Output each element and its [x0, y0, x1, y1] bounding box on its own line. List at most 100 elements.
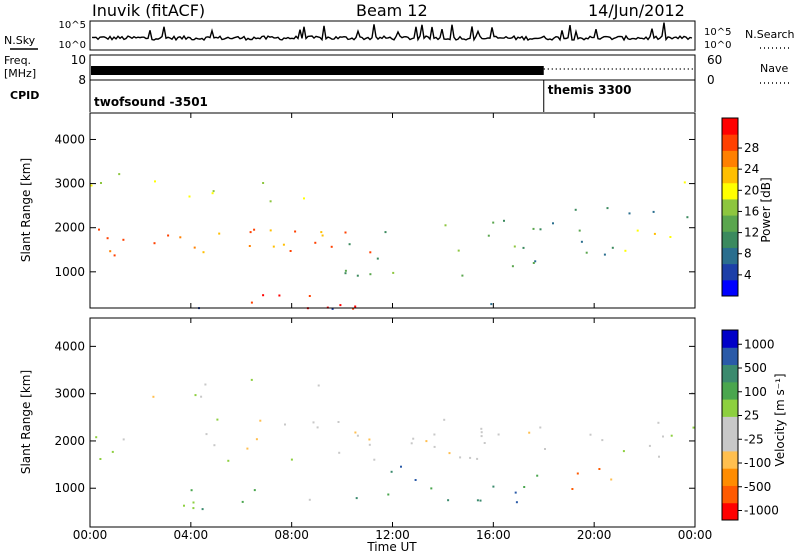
velocity-echo: [515, 501, 518, 504]
velocity-echo: [204, 383, 207, 386]
velocity-echo: [610, 478, 613, 481]
power-echo: [202, 251, 205, 254]
power-echo: [503, 219, 505, 222]
power-echo: [330, 245, 333, 248]
velocity-echo: [368, 438, 371, 441]
station-title: Inuvik (fitACF): [92, 1, 205, 20]
velocity-echo: [253, 489, 256, 492]
power-echo: [339, 304, 342, 307]
nsky-series: [91, 22, 693, 42]
velocity-colorbar-label: Velocity [m s⁻¹]: [773, 373, 787, 466]
velocity-echo: [400, 465, 402, 468]
velocity-echo: [192, 507, 195, 510]
power-echo: [532, 262, 535, 264]
velocity-tick-label-0: 1000: [744, 337, 775, 351]
power-echo: [179, 236, 182, 239]
freq-label-line2: [MHz]: [4, 67, 36, 80]
velocity-echo: [430, 487, 433, 490]
velocity-swatch-9: [722, 347, 738, 366]
velocity-echo: [448, 452, 451, 455]
power-echo: [90, 184, 93, 187]
power-echo: [98, 228, 100, 231]
power-echo: [492, 221, 495, 224]
power-swatch-3: [722, 231, 738, 248]
power-swatch-5: [722, 198, 738, 216]
velocity-colorbar: 1000 500 100 25 -25 -100 -500 -1000: [721, 329, 779, 521]
power-echo: [511, 265, 514, 268]
velocity-swatch-10: [722, 330, 738, 348]
velocity-echo: [528, 431, 531, 434]
nave-bottom-tick: 0: [707, 73, 715, 87]
velocity-echo: [190, 489, 193, 492]
velocity-y-axis: 1000 2000 3000 4000: [54, 339, 695, 495]
velocity-echo: [670, 434, 673, 437]
x-tick-label-0: 00:00: [73, 528, 108, 542]
velocity-echo: [373, 458, 376, 461]
power-frame: [721, 117, 739, 297]
power-echo: [344, 269, 347, 272]
power-echo: [188, 195, 191, 198]
velocity-echo: [536, 474, 539, 477]
x-tick-label-6: 00:00: [678, 528, 713, 542]
x-tick-label-2: 08:00: [274, 528, 309, 542]
power-echo: [354, 305, 357, 308]
power-colorbar-label: Power [dB]: [759, 177, 773, 242]
power-echo: [686, 216, 689, 219]
power-tick-label-4: 20: [744, 183, 759, 197]
power-echo: [106, 237, 109, 240]
velocity-echo: [200, 395, 203, 398]
velocity-echo: [476, 499, 479, 502]
power-echo: [253, 228, 256, 231]
power-echo: [611, 246, 614, 249]
velocity-swatch-6: [722, 399, 738, 417]
nave-label: Nave: [760, 62, 788, 75]
velocity-echo: [201, 508, 204, 511]
velocity-echo: [192, 501, 195, 504]
velocity-echo: [316, 426, 319, 429]
velocity-echo: [576, 472, 579, 475]
nsearch-label: N.Search: [745, 28, 795, 41]
power-echo: [248, 245, 251, 247]
power-echo: [294, 230, 297, 233]
power-echo: [487, 234, 490, 237]
velocity-echo: [194, 394, 197, 397]
power-echo: [392, 271, 395, 274]
velocity-echo: [523, 486, 526, 488]
power-tick-label-2: 12: [744, 226, 759, 240]
power-echo: [218, 232, 221, 235]
velocity-echo: [337, 421, 340, 423]
velocity-echo: [227, 459, 230, 462]
power-tick-label-6: 28: [744, 141, 759, 155]
power-echo: [669, 236, 672, 238]
velocity-swatch-5: [722, 416, 738, 435]
velocity-tick-label-4: -25: [744, 432, 764, 446]
velocity-tick-label-2: 100: [744, 385, 767, 399]
power-echo: [308, 295, 311, 297]
cpid-label: CPID: [10, 89, 39, 102]
power-echo: [522, 246, 525, 249]
nsky-top-tick: 10^5: [59, 20, 86, 31]
velocity-echo: [443, 418, 446, 421]
power-echo: [683, 181, 686, 184]
velocity-echo: [480, 427, 483, 430]
power-swatch-10: [722, 118, 738, 135]
velocity-swatch-1: [722, 485, 738, 504]
velocity-swatch-4: [722, 433, 738, 452]
power-echo: [269, 229, 272, 232]
velocity-echo: [284, 423, 286, 426]
power-panel-frame: [89, 112, 696, 309]
velocity-tick-label-5: -100: [744, 456, 771, 470]
power-echo: [154, 180, 156, 183]
velocity-echo: [241, 500, 244, 503]
power-y-axis: 1000 2000 3000 4000: [54, 132, 695, 279]
velocity-echo: [539, 426, 542, 429]
power-echo: [652, 210, 655, 213]
power-echo: [109, 250, 112, 253]
velocity-swatch-7: [722, 381, 738, 400]
velocity-echo: [480, 435, 483, 438]
velocity-ylabel: Slant Range [km]: [19, 370, 33, 474]
velocity-echo: [338, 451, 341, 454]
velocity-echo: [514, 491, 517, 494]
power-colorbar: 4 8 12 16 20 24 28: [721, 117, 759, 297]
velocity-echo: [317, 384, 320, 387]
